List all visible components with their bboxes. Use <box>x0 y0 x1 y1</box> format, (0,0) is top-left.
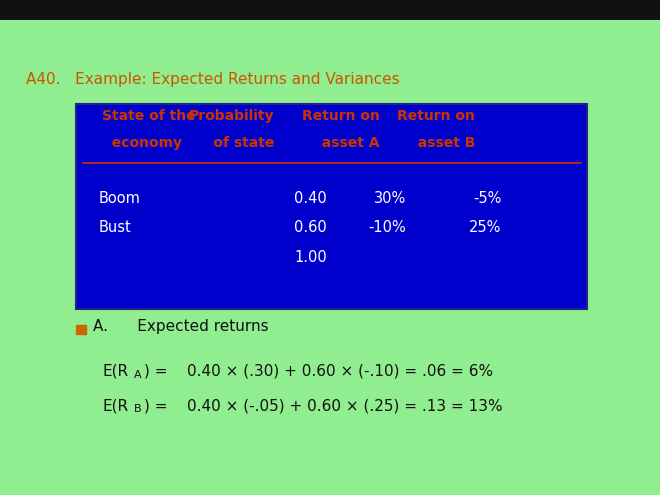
Text: E(R: E(R <box>102 398 129 413</box>
Text: asset A: asset A <box>312 136 380 150</box>
Text: A: A <box>134 370 142 380</box>
Text: E(R: E(R <box>102 364 129 379</box>
Text: B: B <box>134 404 142 414</box>
Text: Return on: Return on <box>397 109 475 123</box>
Text: ) =    0.40 × (-.05) + 0.60 × (.25) = .13 = 13%: ) = 0.40 × (-.05) + 0.60 × (.25) = .13 =… <box>144 398 502 413</box>
Text: 25%: 25% <box>469 220 502 235</box>
Text: 0.60: 0.60 <box>294 220 327 235</box>
Text: -5%: -5% <box>473 191 502 205</box>
Text: A.      Expected returns: A. Expected returns <box>93 319 269 335</box>
Text: 0.40: 0.40 <box>294 191 327 205</box>
Text: State of the: State of the <box>102 109 196 123</box>
FancyBboxPatch shape <box>76 104 587 309</box>
Text: Boom: Boom <box>99 191 141 205</box>
Text: asset B: asset B <box>408 136 475 150</box>
Text: -10%: -10% <box>368 220 406 235</box>
Text: ) =    0.40 × (.30) + 0.60 × (-.10) = .06 = 6%: ) = 0.40 × (.30) + 0.60 × (-.10) = .06 =… <box>144 364 493 379</box>
Text: of state: of state <box>189 136 274 150</box>
Bar <box>76 325 86 334</box>
Text: 1.00: 1.00 <box>294 250 327 265</box>
Text: economy: economy <box>102 136 182 150</box>
Text: Probability: Probability <box>188 109 274 123</box>
Text: Return on: Return on <box>302 109 379 123</box>
Bar <box>0 0 660 20</box>
Text: A40.   Example: Expected Returns and Variances: A40. Example: Expected Returns and Varia… <box>26 72 400 87</box>
Text: 30%: 30% <box>374 191 406 205</box>
Text: Bust: Bust <box>99 220 132 235</box>
